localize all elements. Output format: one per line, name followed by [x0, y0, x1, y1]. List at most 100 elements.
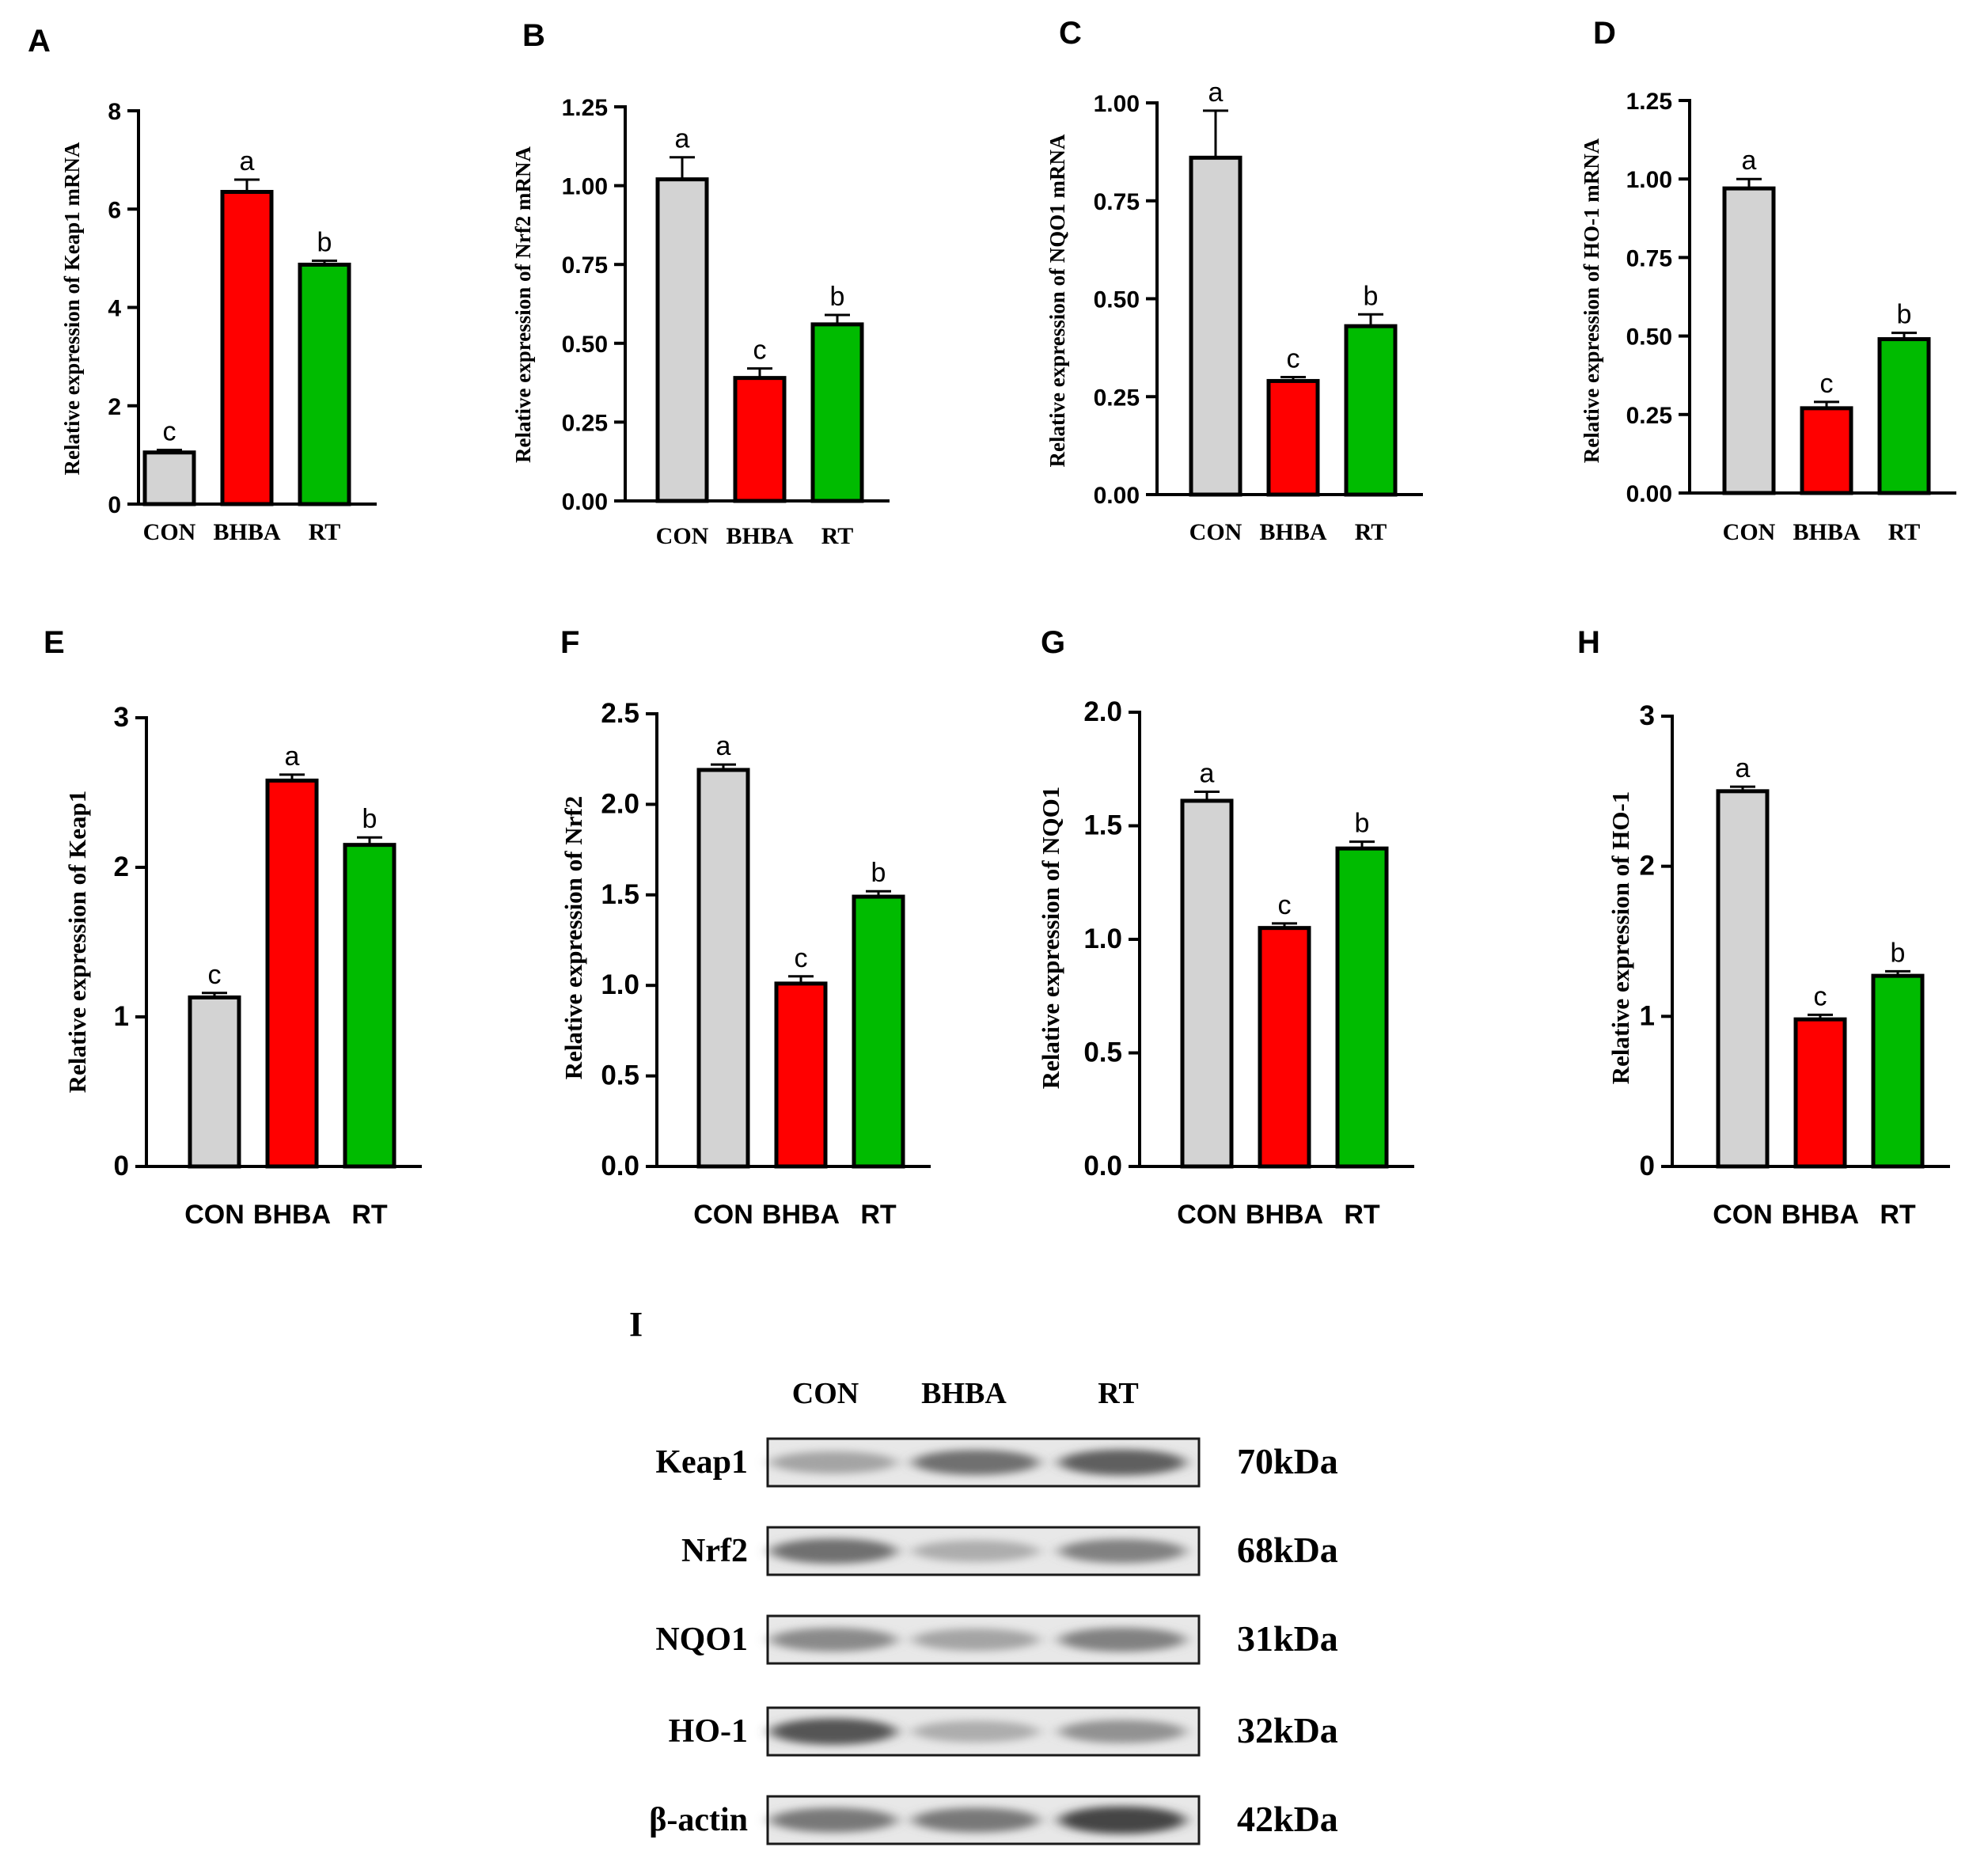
x-tick-label: CON [1177, 1200, 1237, 1230]
x-tick-label: RT [1355, 519, 1387, 545]
x-tick-label: RT [1880, 1200, 1916, 1230]
y-axis-label: Relative expression of HO-1 mRNA [1580, 138, 1603, 463]
x-tick-label: CON [693, 1200, 753, 1230]
bar-rt [852, 894, 905, 1169]
y-tick-label: 0.50 [1626, 324, 1672, 351]
x-tick-label: BHBA [1246, 1200, 1323, 1230]
blot-border [766, 1795, 1201, 1845]
significance-label: b [871, 858, 886, 888]
protein-label: β-actin [649, 1802, 748, 1838]
chart-A: A Relative expression of Keap1 mRNA 0 2 4 6 8 c… [28, 24, 377, 545]
chart-G: G Relative expression of NQO1 0.0 0.5 1.0 1.5… [1037, 625, 1414, 1230]
y-tick-label: 1.5 [1083, 810, 1122, 841]
bar-con [188, 995, 241, 1169]
blot-border [766, 1614, 1201, 1665]
significance-label: a [1742, 146, 1757, 176]
lane-label: CON [792, 1377, 859, 1410]
molecular-weight-label: 31kDa [1237, 1618, 1338, 1659]
bar-rt [1877, 337, 1931, 495]
protein-band [912, 1540, 1039, 1562]
blot-row-nrf2: Nrf2 68kDa [681, 1526, 1338, 1576]
significance-label: c [163, 417, 176, 447]
y-tick-label: 0.00 [1626, 481, 1672, 507]
blot-row-ho1: HO-1 32kDa [669, 1706, 1338, 1757]
x-tick-label: CON [1713, 1200, 1773, 1230]
significance-label: c [753, 336, 767, 366]
x-tick-label: BHBA [1793, 519, 1860, 545]
y-tick-label: 0.50 [1094, 287, 1140, 313]
y-tick-label: 2 [114, 851, 129, 882]
y-tick-label: 0.75 [1094, 189, 1140, 215]
significance-label: b [830, 282, 845, 312]
western-blot-panel: I CON BHBA RT Keap1 70kDa Nrf2 68kDa NQO1 31kDa HO… [629, 1305, 1338, 1845]
bar-bhba [265, 778, 319, 1169]
y-tick-label: 0.0 [601, 1151, 639, 1181]
y-tick-label: 2 [1640, 851, 1655, 882]
significance-label: c [208, 960, 222, 990]
blot-border [766, 1706, 1201, 1757]
significance-label: a [1208, 78, 1224, 108]
bar-con [1189, 155, 1242, 497]
protein-band [770, 1718, 897, 1745]
chart-D: D Relative expression of HO-1 mRNA 0.00 0.2… [1580, 16, 1956, 545]
chart-F: F Relative expression of Nrf2 0.0 0.5 1.0 1.5… [560, 625, 931, 1230]
bar-con [696, 768, 750, 1169]
x-tick-label: BHBA [1781, 1200, 1859, 1230]
y-tick-label: 1.5 [601, 879, 639, 910]
x-tick-label: BHBA [1259, 519, 1326, 545]
chart-H: H Relative expression of HO-1 0 1 2 3 a CON c BHB… [1577, 625, 1950, 1230]
x-tick-label: RT [860, 1200, 897, 1230]
x-tick-label: RT [351, 1200, 388, 1230]
protein-band [912, 1720, 1039, 1743]
y-tick-label: 6 [108, 197, 121, 223]
bar-bhba [733, 376, 787, 503]
y-tick-label: 1 [114, 1001, 129, 1032]
protein-band [770, 1451, 897, 1474]
x-tick-label: CON [656, 523, 709, 549]
x-tick-label: BHBA [726, 523, 793, 549]
protein-band [912, 1450, 1039, 1475]
y-tick-label: 1.00 [1626, 167, 1672, 193]
chart-E: E Relative expression of Keap1 0 1 2 3 c CON a BH… [44, 625, 422, 1230]
y-tick-label: 3 [114, 702, 129, 733]
protein-band [1059, 1720, 1186, 1743]
x-tick-label: CON [1189, 519, 1242, 545]
bar-bhba [1258, 926, 1311, 1169]
protein-band [1059, 1627, 1186, 1652]
protein-band [1059, 1806, 1186, 1834]
protein-band [770, 1628, 897, 1652]
blot-row-keap1: Keap1 70kDa [655, 1437, 1338, 1488]
blot-row-actin: β-actin 42kDa [649, 1795, 1338, 1845]
protein-label: NQO1 [655, 1621, 748, 1658]
lane-label: BHBA [921, 1377, 1007, 1410]
y-tick-label: 1.00 [562, 174, 608, 200]
y-tick-label: 1.00 [1094, 91, 1140, 117]
bar-charts: A Relative expression of Keap1 mRNA 0 2 4 6 8 c… [28, 16, 1956, 1230]
bar-rt [343, 843, 396, 1169]
x-tick-label: CON [1723, 519, 1776, 545]
chart-C: C Relative expression of NQO1 mRNA 0.00 0.2… [1045, 16, 1423, 545]
significance-label: c [1820, 369, 1834, 399]
x-tick-label: RT [1344, 1200, 1380, 1230]
significance-label: b [1364, 281, 1379, 311]
chart-B: B Relative expression of Nrf2 mRNA 0.00 0.2… [511, 18, 890, 549]
x-tick-label: BHBA [762, 1200, 840, 1230]
y-axis-label: Relative expression of Keap1 mRNA [60, 142, 84, 475]
molecular-weight-label: 32kDa [1237, 1710, 1338, 1750]
y-tick-label: 0.25 [1626, 403, 1672, 429]
y-tick-label: 2.5 [601, 698, 639, 729]
y-tick-label: 8 [108, 99, 121, 125]
bar-bhba [1793, 1017, 1847, 1169]
blot-row-nqo1: NQO1 31kDa [655, 1614, 1338, 1665]
y-tick-label: 0.25 [562, 410, 608, 436]
y-tick-label: 1 [1640, 1000, 1655, 1031]
protein-band [770, 1538, 897, 1564]
molecular-weight-label: 68kDa [1237, 1530, 1338, 1570]
panel-label: D [1593, 16, 1616, 51]
significance-label: c [795, 943, 808, 973]
y-tick-label: 0.75 [562, 252, 608, 279]
panel-label: H [1577, 625, 1600, 660]
y-tick-label: 0 [114, 1151, 129, 1181]
significance-label: a [716, 731, 731, 761]
